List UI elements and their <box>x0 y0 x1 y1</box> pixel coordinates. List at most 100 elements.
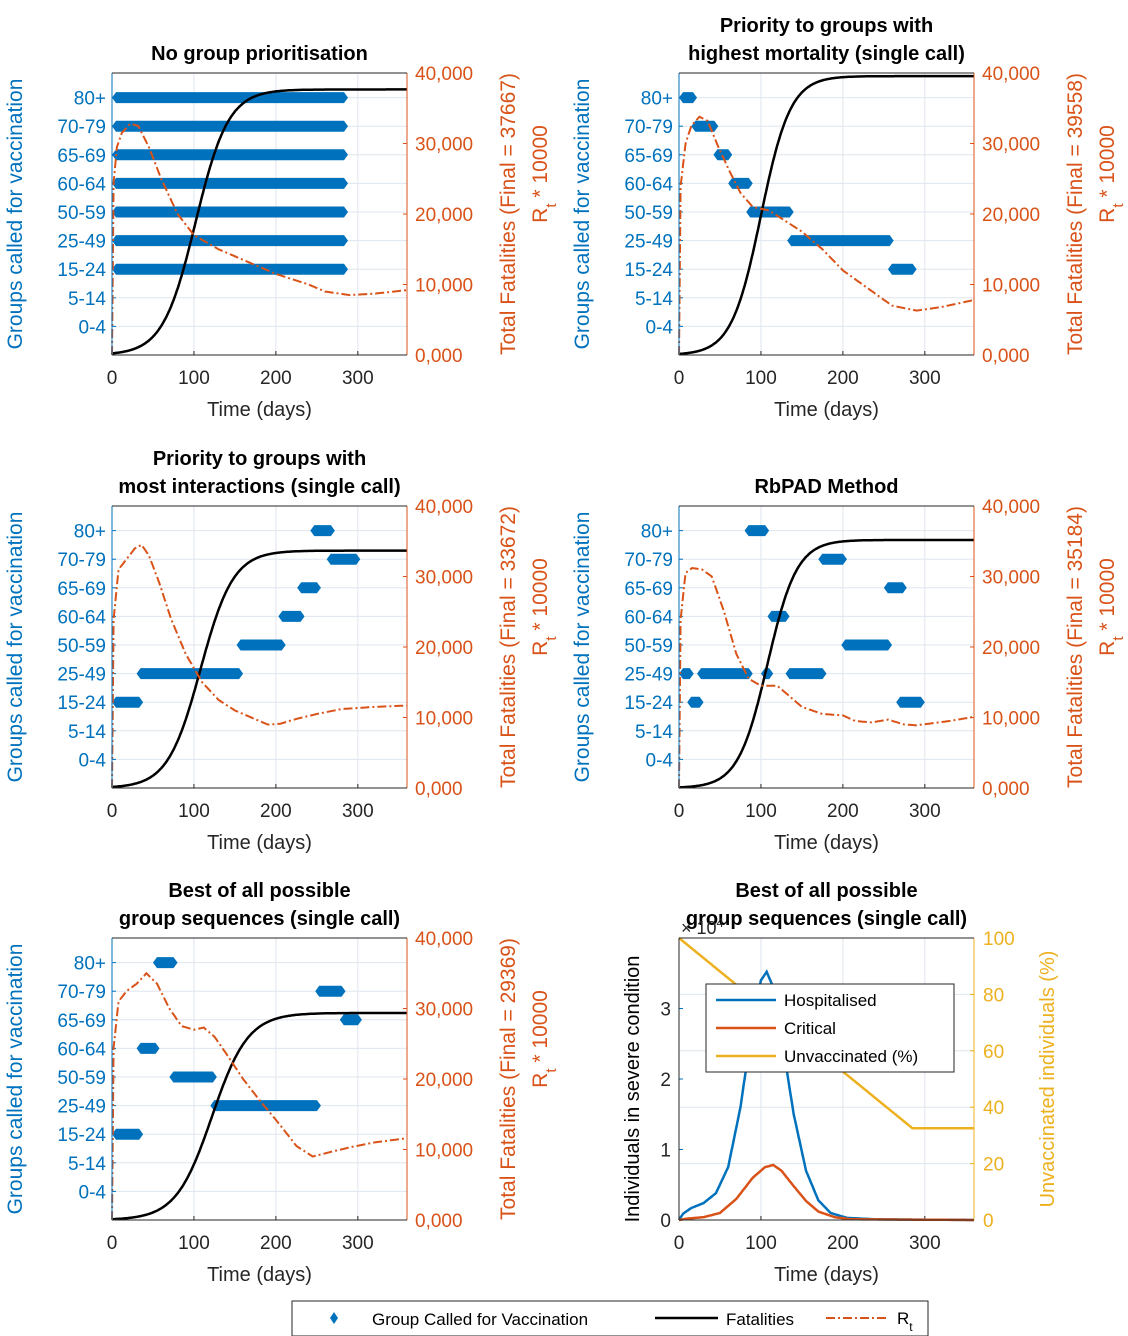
chart-title: group sequences (single call) <box>119 908 400 930</box>
x-tick-label: 300 <box>342 1233 374 1254</box>
right-tick-label: 20,000 <box>982 638 1040 659</box>
left-tick-label: 3 <box>660 1000 671 1021</box>
right-axis-label: Total Fatalities (Final = 29369) <box>497 938 520 1220</box>
right-tick-label: 80 <box>983 985 1004 1006</box>
chart-panel-3: Priority to groups with most interactions… <box>4 448 560 854</box>
x-tick-label: 200 <box>260 801 292 822</box>
category-label: 60-64 <box>624 607 673 628</box>
x-axis-label: Time (days) <box>207 1264 312 1286</box>
x-axis-label: Time (days) <box>774 832 879 854</box>
legend-fatalities-label: Fatalities <box>726 1310 794 1329</box>
x-tick-label: 100 <box>178 368 210 389</box>
category-label: 15-24 <box>57 1125 106 1146</box>
legend-label: Unvaccinated (%) <box>784 1047 918 1066</box>
left-axis-label: Groups called for vaccination <box>4 79 27 350</box>
x-tick-label: 100 <box>745 1233 777 1254</box>
category-label: 50-59 <box>57 636 106 657</box>
chart-title: RbPAD Method <box>754 476 898 498</box>
rt-axis-label: Rt * 10000 <box>529 990 560 1088</box>
category-label: 80+ <box>74 89 106 110</box>
group-call-bar <box>112 696 144 708</box>
group-call-bar <box>691 120 719 132</box>
right-tick-label: 0 <box>983 1211 994 1232</box>
category-label: 80+ <box>641 522 673 543</box>
right-tick-label: 40,000 <box>982 497 1040 518</box>
left-axis-label: Groups called for vaccination <box>4 944 27 1215</box>
category-label: 60-64 <box>57 1039 106 1060</box>
category-label: 50-59 <box>624 203 673 224</box>
group-call-bar <box>210 1100 321 1112</box>
group-call-bar <box>785 668 827 680</box>
rt-axis-label: Rt * 10000 <box>529 558 560 656</box>
right-tick-label: 40 <box>983 1098 1004 1119</box>
fatalities-line <box>679 74 974 356</box>
group-call-bar <box>136 1042 160 1054</box>
right-tick-label: 30,000 <box>415 568 473 589</box>
x-tick-label: 0 <box>674 1233 685 1254</box>
x-tick-label: 100 <box>745 368 777 389</box>
category-label: 15-24 <box>624 260 673 281</box>
left-axis-label: Groups called for vaccination <box>571 512 594 783</box>
category-label: 60-64 <box>57 607 106 628</box>
group-call-bar <box>326 553 361 565</box>
fatalities-line <box>679 538 974 789</box>
category-label: 65-69 <box>57 146 106 167</box>
chart-panel-6: Best of all possible group sequences (sin… <box>622 880 1059 1286</box>
right-tick-label: 10,000 <box>415 1141 473 1162</box>
right-tick-label: 10,000 <box>415 276 473 297</box>
category-label: 65-69 <box>624 146 673 167</box>
x-tick-label: 300 <box>909 1233 941 1254</box>
right-tick-label: 40,000 <box>982 64 1040 85</box>
legend-group-label: Group Called for Vaccination <box>372 1310 588 1329</box>
left-tick-label: 2 <box>660 1070 671 1091</box>
legend-group-marker <box>330 1312 338 1324</box>
right-tick-label: 30,000 <box>982 135 1040 156</box>
fatalities-line <box>111 88 407 355</box>
group-call-bar <box>818 553 847 565</box>
category-label: 25-49 <box>57 665 106 686</box>
group-call-bar <box>679 668 694 680</box>
category-label: 50-59 <box>57 203 106 224</box>
group-call-bar <box>887 263 917 275</box>
right-axis-label: Total Fatalities (Final = 39558) <box>1064 73 1087 355</box>
right-tick-label: 0,000 <box>415 779 463 800</box>
legend-label: Hospitalised <box>784 991 877 1010</box>
x-tick-label: 200 <box>260 368 292 389</box>
chart-title: Best of all possible <box>735 880 917 902</box>
x-tick-label: 100 <box>745 801 777 822</box>
x-tick-label: 200 <box>827 368 859 389</box>
group-call-bar <box>112 1128 144 1140</box>
x-tick-label: 300 <box>342 801 374 822</box>
category-label: 5-14 <box>635 722 673 743</box>
rt-line <box>678 566 975 789</box>
right-tick-label: 0,000 <box>415 346 463 367</box>
group-call-bar <box>679 92 698 104</box>
rt-line <box>678 115 975 356</box>
category-label: 0-4 <box>79 317 107 338</box>
rt-axis-label: Rt * 10000 <box>1096 125 1127 223</box>
chart-panel-1: No group prioritisation 0 100 200 300 Time (d… <box>4 43 560 421</box>
category-label: 0-4 <box>79 750 107 771</box>
category-label: 65-69 <box>57 579 106 600</box>
group-call-bar <box>883 582 907 594</box>
right-tick-label: 100 <box>983 929 1015 950</box>
category-label: 70-79 <box>624 117 673 138</box>
fatalities-line <box>112 549 407 789</box>
group-call-bar <box>339 1014 362 1026</box>
category-label: 5-14 <box>68 289 106 310</box>
group-call-bar <box>841 639 893 651</box>
x-axis-label: Time (days) <box>207 832 312 854</box>
group-call-bar <box>746 206 794 218</box>
group-call-bar <box>697 668 753 680</box>
x-tick-label: 100 <box>178 801 210 822</box>
right-tick-label: 40,000 <box>415 929 473 950</box>
left-axis-label: Groups called for vaccination <box>4 512 27 783</box>
category-label: 70-79 <box>57 117 106 138</box>
group-call-bar <box>744 525 770 537</box>
bottom-legend: Group Called for Vaccination Fatalities Rt <box>291 1300 929 1336</box>
rt-line <box>111 971 408 1221</box>
group-call-bar <box>728 177 753 189</box>
x-axis-label: Time (days) <box>774 1264 879 1286</box>
severity-legend: Hospitalised Critical Unvaccinated (%) <box>705 983 955 1073</box>
right-tick-label: 20,000 <box>415 205 473 226</box>
